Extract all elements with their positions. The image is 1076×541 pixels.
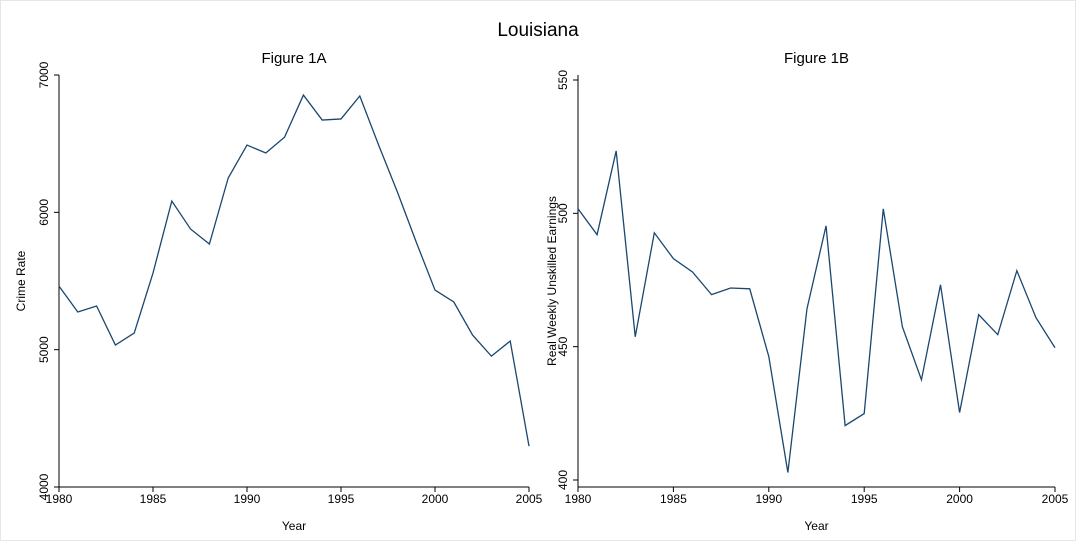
x-tick-label: 2005 <box>516 492 543 506</box>
y-axis-label: Real Weekly Unskilled Earnings <box>545 196 559 366</box>
y-tick-label: 4000 <box>37 473 51 500</box>
y-tick-label: 450 <box>556 336 570 356</box>
x-tick-label: 1985 <box>140 492 167 506</box>
x-tick-label: 1990 <box>755 492 782 506</box>
y-tick-label: 400 <box>556 470 570 490</box>
figure-title: Louisiana <box>497 20 579 41</box>
y-tick-label: 5000 <box>37 336 51 363</box>
x-tick-label: 1980 <box>46 492 73 506</box>
data-line <box>577 150 1056 473</box>
x-axis-label: Year <box>804 519 828 533</box>
x-tick-label: 1995 <box>851 492 878 506</box>
x-axis-label: Year <box>282 519 306 533</box>
x-tick-label: 1995 <box>328 492 355 506</box>
x-tick-label: 2005 <box>1042 492 1069 506</box>
y-tick-label: 7000 <box>37 61 51 88</box>
y-tick-label: 550 <box>556 70 570 90</box>
x-tick-label: 1980 <box>565 492 592 506</box>
x-tick-label: 1985 <box>660 492 687 506</box>
x-tick-label: 2000 <box>422 492 449 506</box>
chart-title: Figure 1A <box>261 50 326 67</box>
y-tick-label: 500 <box>556 203 570 223</box>
y-axis-label: Crime Rate <box>14 250 28 311</box>
x-tick-label: 1990 <box>234 492 261 506</box>
chart-title: Figure 1B <box>784 50 849 67</box>
y-tick-label: 6000 <box>37 199 51 226</box>
x-tick-label: 2000 <box>946 492 973 506</box>
data-line <box>58 93 530 447</box>
